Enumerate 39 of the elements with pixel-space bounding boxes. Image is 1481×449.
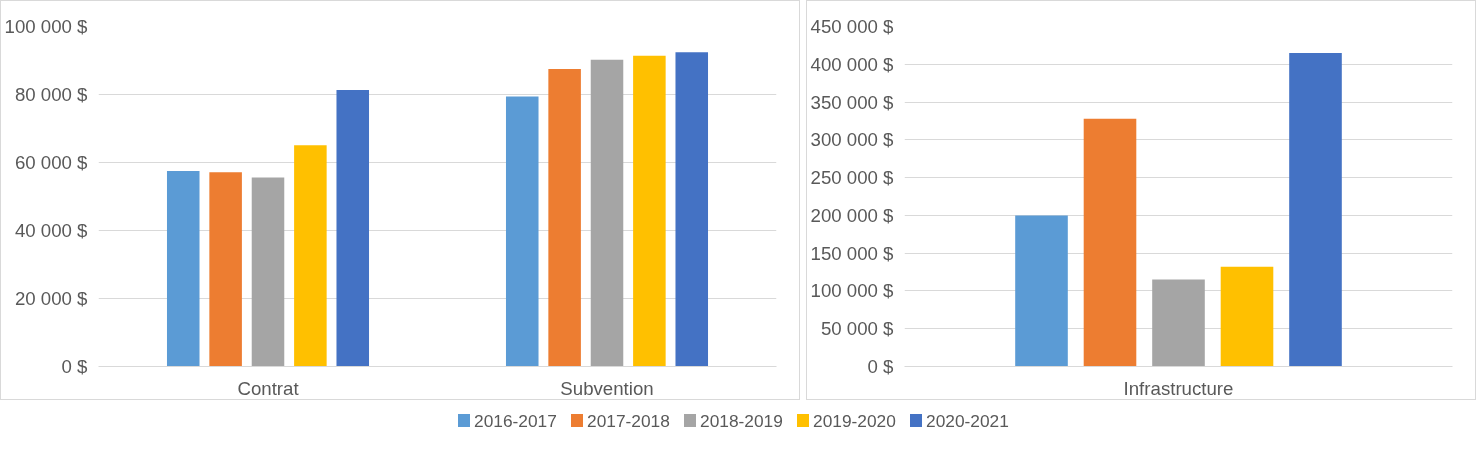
legend-label: 2018-2019 xyxy=(700,410,783,431)
legend-label: 2019-2020 xyxy=(813,410,896,431)
bar xyxy=(548,69,581,367)
y-tick-label: 40 000 $ xyxy=(14,220,89,241)
y-tick-label: 350 000 $ xyxy=(810,91,895,113)
bar xyxy=(1220,266,1274,367)
y-tick-label: 20 000 $ xyxy=(14,288,89,309)
y-tick-label: 80 000 $ xyxy=(14,84,89,105)
y-tick-label: 0 $ xyxy=(867,356,895,377)
bar xyxy=(1289,52,1342,367)
x-tick-label: Infrastructure xyxy=(1123,377,1234,399)
y-tick-label: 0 $ xyxy=(61,356,89,377)
bar xyxy=(166,171,200,367)
legend-label: 2016-2017 xyxy=(474,410,557,431)
bar xyxy=(590,59,624,367)
y-tick-label: 60 000 $ xyxy=(14,152,89,173)
y-tick-label: 300 000 $ xyxy=(810,129,895,151)
bar xyxy=(505,96,539,367)
bar xyxy=(1015,215,1068,367)
x-tick-label: Contrat xyxy=(237,377,300,399)
x-tick-label: Subvention xyxy=(560,377,654,399)
y-tick-label: 450 000 $ xyxy=(810,16,895,37)
y-tick-label: 50 000 $ xyxy=(820,318,895,340)
legend-label: 2017-2018 xyxy=(587,410,670,431)
bar xyxy=(633,55,666,367)
y-tick-label: 200 000 $ xyxy=(810,204,895,226)
legend-label: 2020-2021 xyxy=(926,410,1009,431)
y-tick-label: 150 000 $ xyxy=(810,242,895,264)
y-tick-label: 250 000 $ xyxy=(810,167,895,189)
y-tick-label: 100 000 $ xyxy=(4,16,89,37)
bar xyxy=(209,172,242,367)
bar xyxy=(1083,118,1137,367)
bar xyxy=(675,52,709,367)
bar xyxy=(294,145,327,367)
bar xyxy=(251,177,285,367)
bar xyxy=(1152,279,1205,367)
bar xyxy=(336,90,370,367)
y-tick-label: 100 000 $ xyxy=(810,280,895,302)
y-tick-label: 400 000 $ xyxy=(810,53,895,75)
